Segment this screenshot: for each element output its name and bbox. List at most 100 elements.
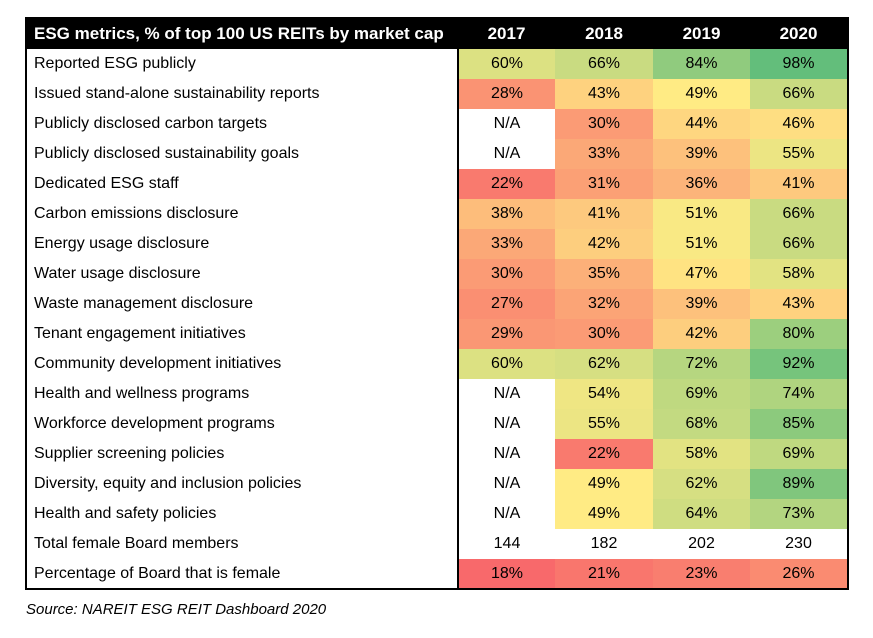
value-cell: 22% xyxy=(555,439,653,469)
value-cell: 230 xyxy=(750,529,848,559)
row-label: Reported ESG publicly xyxy=(26,49,459,79)
value-cell: 92% xyxy=(750,349,848,379)
row-label: Community development initiatives xyxy=(26,349,459,379)
table-body: Reported ESG publicly 60% 66% 84% 98% Issued … xyxy=(26,49,848,589)
value-cell: 49% xyxy=(555,499,653,529)
table-row: Carbon emissions disclosure 38% 41% 51% 66% xyxy=(26,199,848,229)
value-cell: 46% xyxy=(750,109,848,139)
value-cell: 28% xyxy=(458,79,555,109)
row-label: Tenant engagement initiatives xyxy=(26,319,459,349)
value-cell: 22% xyxy=(458,169,555,199)
row-label: Waste management disclosure xyxy=(26,289,459,319)
value-cell: 73% xyxy=(750,499,848,529)
column-header-2020: 2020 xyxy=(779,24,818,43)
table-row: Reported ESG publicly 60% 66% 84% 98% xyxy=(26,49,848,79)
value-cell: 18% xyxy=(458,559,555,589)
value-cell: 55% xyxy=(555,409,653,439)
row-label: Total female Board members xyxy=(26,529,459,559)
value-cell: 21% xyxy=(555,559,653,589)
table-row: Issued stand-alone sustainability report… xyxy=(26,79,848,109)
value-cell: 43% xyxy=(750,289,848,319)
value-cell: 98% xyxy=(750,49,848,79)
table-row: Supplier screening policies N/A 22% 58% 69% xyxy=(26,439,848,469)
row-label: Publicly disclosed sustainability goals xyxy=(26,139,459,169)
table-row: Health and wellness programs N/A 54% 69% 74% xyxy=(26,379,848,409)
value-cell: N/A xyxy=(458,469,555,499)
value-cell: 41% xyxy=(750,169,848,199)
row-label: Health and safety policies xyxy=(26,499,459,529)
row-label: Energy usage disclosure xyxy=(26,229,459,259)
value-cell: 72% xyxy=(653,349,750,379)
table-row: Publicly disclosed carbon targets N/A 30% 4… xyxy=(26,109,848,139)
value-cell: 43% xyxy=(555,79,653,109)
column-header-2018: 2018 xyxy=(585,24,623,43)
row-label: Carbon emissions disclosure xyxy=(26,199,459,229)
row-label: Percentage of Board that is female xyxy=(26,559,459,589)
value-cell: 49% xyxy=(555,469,653,499)
value-cell: 35% xyxy=(555,259,653,289)
value-cell: 62% xyxy=(555,349,653,379)
row-label: Water usage disclosure xyxy=(26,259,459,289)
value-cell: 42% xyxy=(555,229,653,259)
table-title: ESG metrics, % of top 100 US REITs by ma… xyxy=(34,24,444,43)
value-cell: 41% xyxy=(555,199,653,229)
row-label: Diversity, equity and inclusion policies xyxy=(26,469,459,499)
row-label: Supplier screening policies xyxy=(26,439,459,469)
value-cell: 58% xyxy=(653,439,750,469)
table-row: Water usage disclosure 30% 35% 47% 58% xyxy=(26,259,848,289)
value-cell: N/A xyxy=(458,409,555,439)
value-cell: 66% xyxy=(750,199,848,229)
row-label: Dedicated ESG staff xyxy=(26,169,459,199)
header-row: ESG metrics, % of top 100 US REITs by ma… xyxy=(26,18,848,49)
value-cell: 74% xyxy=(750,379,848,409)
value-cell: 60% xyxy=(458,49,555,79)
value-cell: N/A xyxy=(458,109,555,139)
value-cell: 29% xyxy=(458,319,555,349)
value-cell: 26% xyxy=(750,559,848,589)
value-cell: 64% xyxy=(653,499,750,529)
value-cell: 30% xyxy=(555,319,653,349)
table-row: Total female Board members 144 182 202 230 xyxy=(26,529,848,559)
table-row: Workforce development programs N/A 55% 68% 8… xyxy=(26,409,848,439)
value-cell: 55% xyxy=(750,139,848,169)
value-cell: 80% xyxy=(750,319,848,349)
table-row: Tenant engagement initiatives 29% 30% 42% 80… xyxy=(26,319,848,349)
table-row: Health and safety policies N/A 49% 64% 73% xyxy=(26,499,848,529)
row-label: Health and wellness programs xyxy=(26,379,459,409)
value-cell: 54% xyxy=(555,379,653,409)
value-cell: 66% xyxy=(555,49,653,79)
source-note: Source: NAREIT ESG REIT Dashboard 2020 xyxy=(26,601,327,618)
value-cell: 33% xyxy=(555,139,653,169)
value-cell: N/A xyxy=(458,139,555,169)
value-cell: 68% xyxy=(653,409,750,439)
value-cell: 51% xyxy=(653,199,750,229)
value-cell: 62% xyxy=(653,469,750,499)
table-row: Community development initiatives 60% 62% 7… xyxy=(26,349,848,379)
value-cell: 30% xyxy=(458,259,555,289)
value-cell: 38% xyxy=(458,199,555,229)
value-cell: 44% xyxy=(653,109,750,139)
value-cell: 36% xyxy=(653,169,750,199)
value-cell: 202 xyxy=(653,529,750,559)
value-cell: 60% xyxy=(458,349,555,379)
value-cell: 89% xyxy=(750,469,848,499)
value-cell: N/A xyxy=(458,379,555,409)
table-row: Energy usage disclosure 33% 42% 51% 66% xyxy=(26,229,848,259)
value-cell: 84% xyxy=(653,49,750,79)
value-cell: 30% xyxy=(555,109,653,139)
value-cell: 182 xyxy=(555,529,653,559)
column-header-2017: 2017 xyxy=(487,24,526,43)
row-label: Workforce development programs xyxy=(26,409,459,439)
table-row: Publicly disclosed sustainability goals N… xyxy=(26,139,848,169)
value-cell: 27% xyxy=(458,289,555,319)
value-cell: 23% xyxy=(653,559,750,589)
value-cell: N/A xyxy=(458,499,555,529)
value-cell: 58% xyxy=(750,259,848,289)
value-cell: 69% xyxy=(653,379,750,409)
row-label: Issued stand-alone sustainability report… xyxy=(26,79,459,109)
value-cell: 49% xyxy=(653,79,750,109)
value-cell: 69% xyxy=(750,439,848,469)
value-cell: 33% xyxy=(458,229,555,259)
table-row: Waste management disclosure 27% 32% 39% 43% xyxy=(26,289,848,319)
